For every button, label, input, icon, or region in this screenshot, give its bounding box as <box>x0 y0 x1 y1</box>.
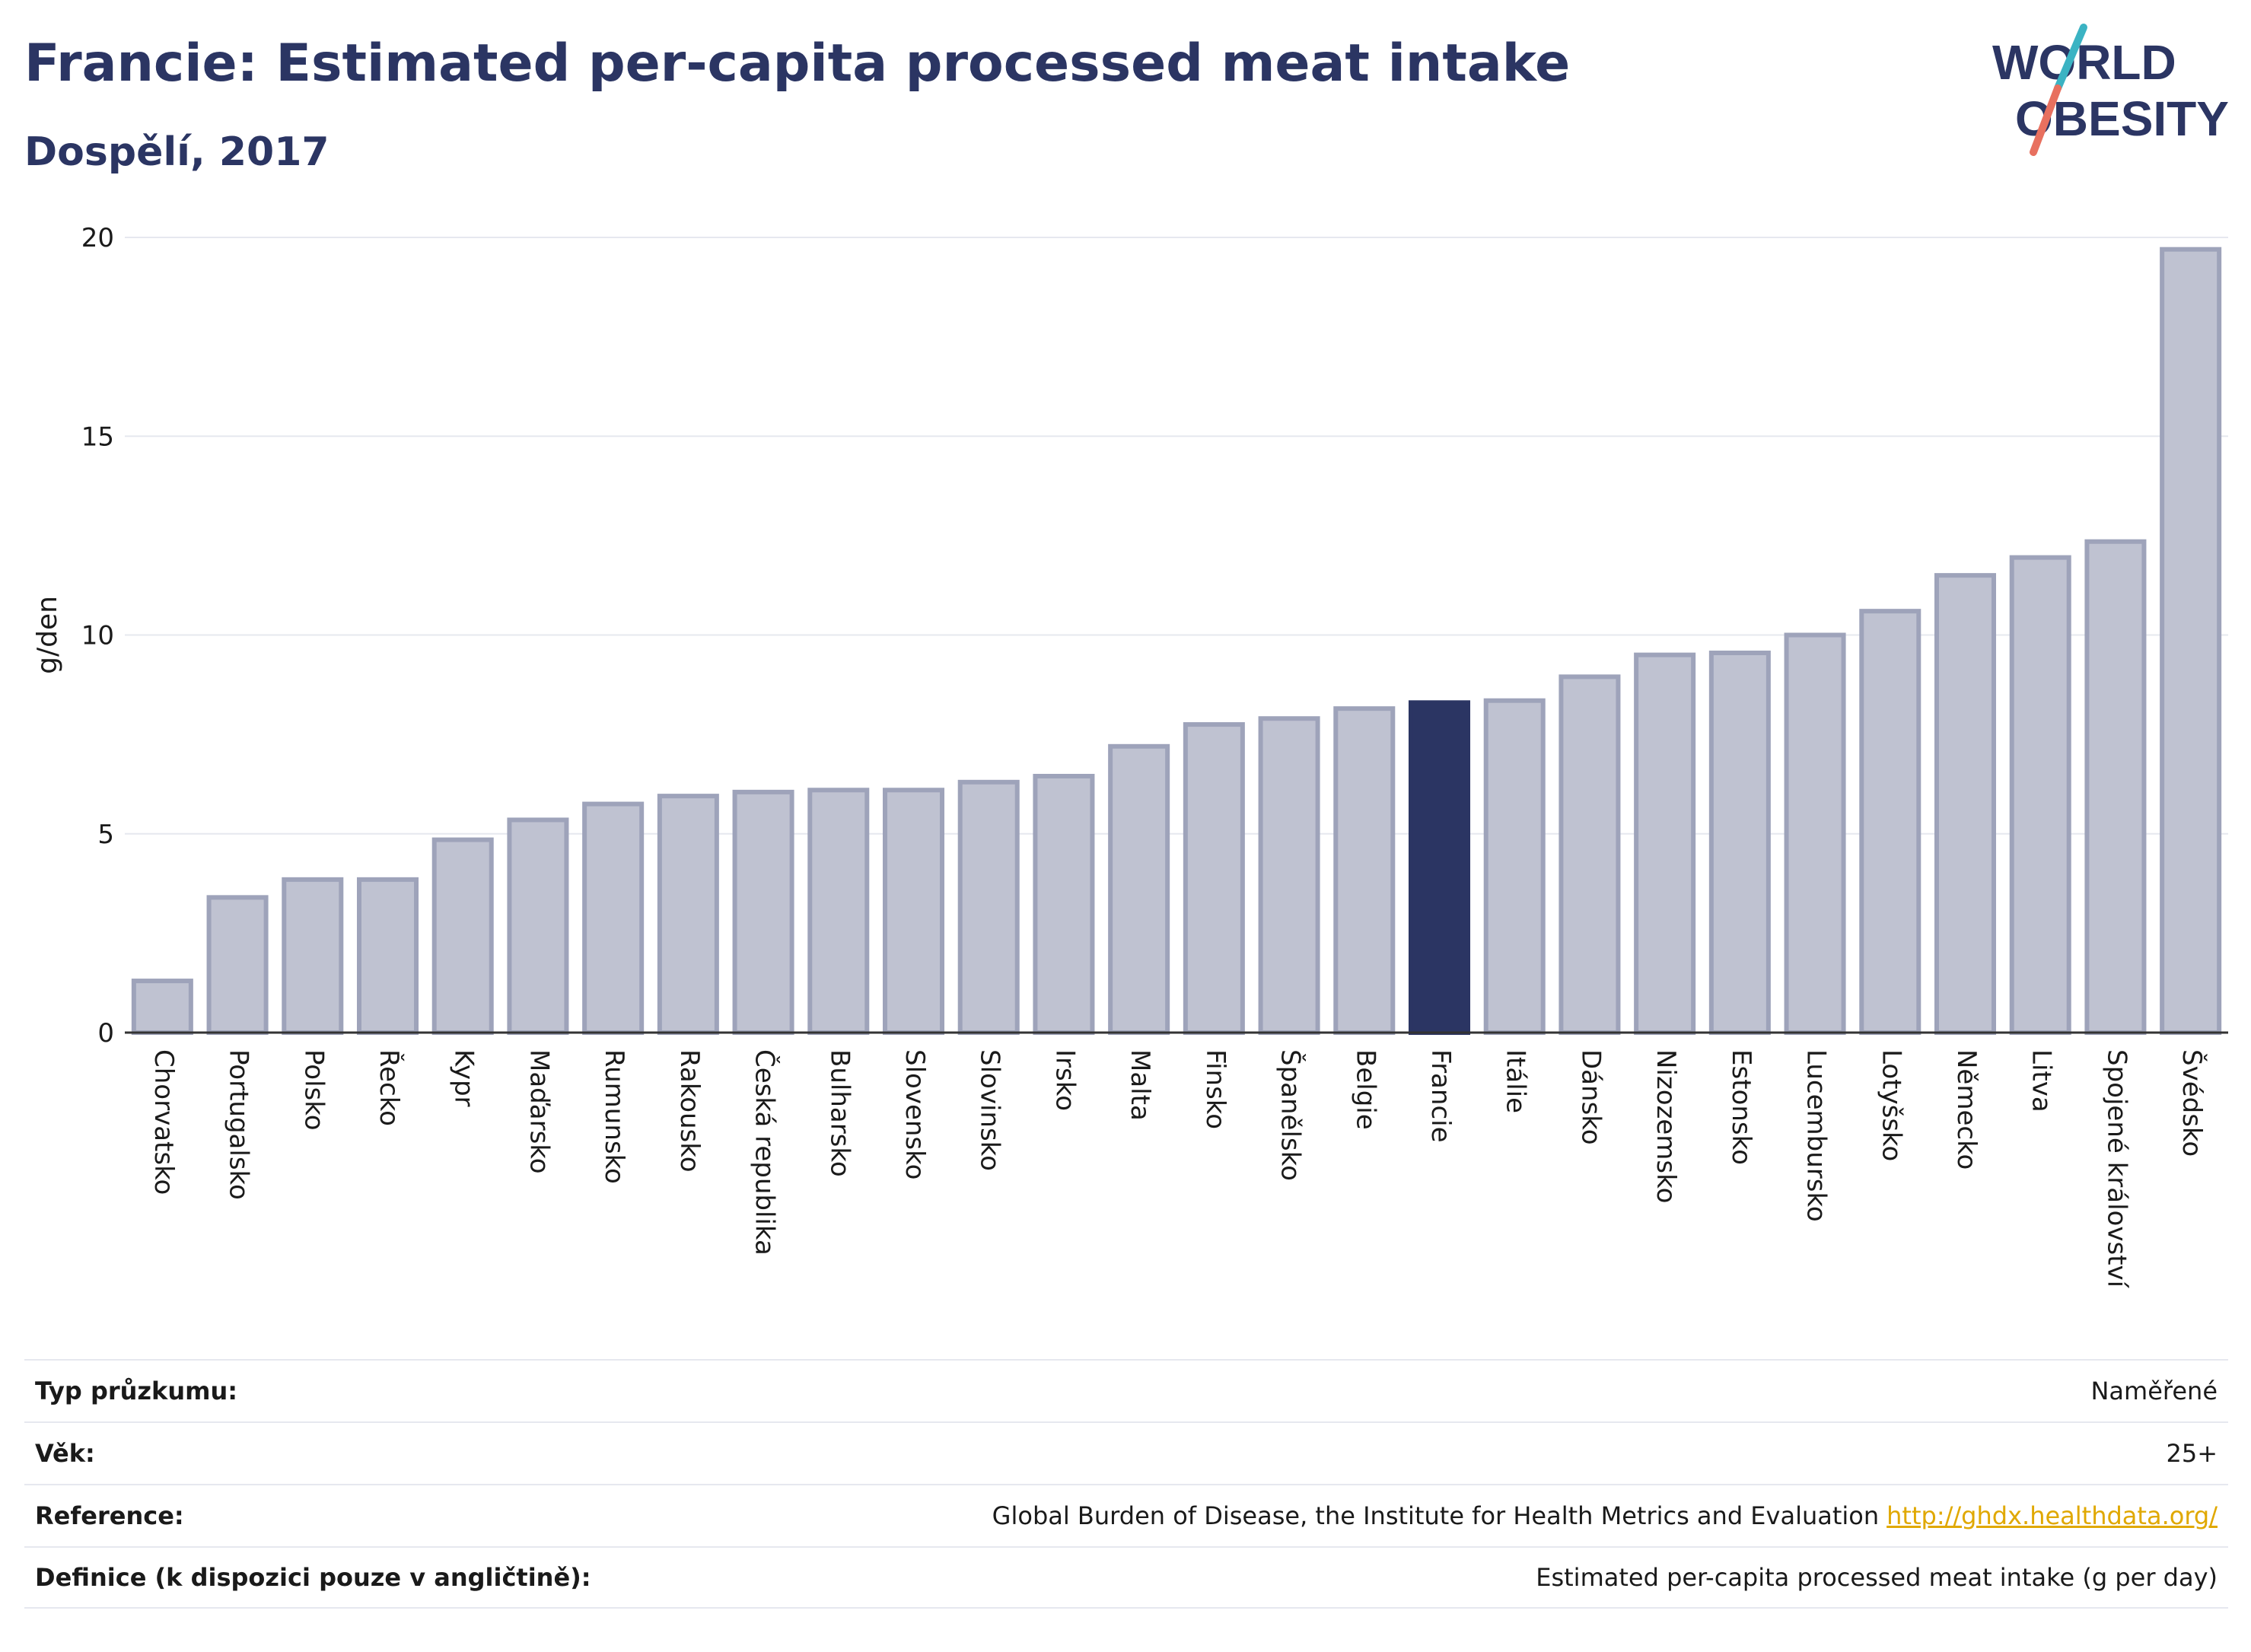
bar-rumunsko <box>582 801 645 1035</box>
info-label: Věk: <box>35 1439 95 1468</box>
logo-slash-teal <box>2054 24 2087 92</box>
info-row: Reference: Global Burden of Disease, the … <box>24 1484 2228 1546</box>
bar-bulharsko <box>807 788 870 1036</box>
bar-lotyšsko <box>1859 609 1921 1035</box>
x-tick-label: Itálie <box>1501 1049 1531 1113</box>
x-tick-label: Dánsko <box>1575 1049 1606 1145</box>
x-tick-label: Francie <box>1425 1049 1456 1143</box>
reference-link[interactable]: http://ghdx.healthdata.org/ <box>1886 1501 2218 1530</box>
x-tick-label: Malta <box>1125 1049 1155 1121</box>
x-tick-label: Řecko <box>374 1049 405 1126</box>
bar-chorvatsko <box>131 979 193 1035</box>
x-tick-label: Lotyšsko <box>1876 1049 1906 1161</box>
bar-portugalsko <box>206 895 269 1035</box>
x-tick-label: Španělsko <box>1275 1049 1307 1181</box>
y-tick-label: 5 <box>97 820 114 850</box>
info-value: Global Burden of Disease, the Institute … <box>992 1501 2218 1530</box>
info-value: 25+ <box>2166 1439 2218 1468</box>
x-tick-label: Irsko <box>1049 1049 1080 1111</box>
x-tick-label: Maďarsko <box>524 1049 554 1174</box>
x-tick-label: Belgie <box>1350 1049 1380 1130</box>
bar-španělsko <box>1258 716 1320 1035</box>
bar-německo <box>1934 573 1997 1035</box>
x-tick-label: Slovensko <box>899 1049 930 1179</box>
x-tick-label: Chorvatsko <box>148 1049 179 1195</box>
x-tick-label: Bulharsko <box>824 1049 855 1177</box>
bar-lucembursko <box>1784 632 1846 1035</box>
x-tick-label: Finsko <box>1200 1049 1231 1129</box>
info-value: Naměřené <box>2090 1377 2218 1405</box>
x-tick-label: Spojené království <box>2101 1049 2132 1289</box>
info-label: Definice (k dispozici pouze v angličtině… <box>35 1563 591 1592</box>
info-value-text: Global Burden of Disease, the Institute … <box>992 1501 1880 1530</box>
info-value: Estimated per-capita processed meat inta… <box>1536 1563 2218 1592</box>
label-layer: 0 5 10 15 20 g/den Chorvatsko Portugalsko Polsko… <box>32 223 2208 1289</box>
x-tick-label: Litva <box>2027 1049 2057 1112</box>
bar-švédsko <box>2160 247 2222 1035</box>
x-tick-label: Portugalsko <box>224 1049 254 1200</box>
world-obesity-logo: WORLD OBESITY <box>1992 24 2229 156</box>
info-value-text: 25+ <box>2166 1439 2218 1468</box>
y-tick-label: 10 <box>81 621 114 651</box>
bar-litva <box>2009 555 2071 1035</box>
x-tick-label: Polsko <box>298 1049 329 1131</box>
bar-slovinsko <box>957 779 1020 1035</box>
bar-francie <box>1408 700 1471 1035</box>
bar-chart: 0 5 10 15 20 g/den Chorvatsko Portugalsko Polsko… <box>32 223 2228 1289</box>
bar-itálie <box>1483 698 1546 1036</box>
info-row: Věk: 25+ <box>24 1421 2228 1484</box>
bar-irsko <box>1033 773 1095 1035</box>
x-tick-label: Německo <box>1951 1049 1982 1170</box>
bar-belgie <box>1333 706 1396 1035</box>
bar-spojené-království <box>2084 539 2147 1035</box>
bar-slovensko <box>882 788 945 1036</box>
bar-layer <box>131 247 2222 1036</box>
x-tick-label: Nizozemsko <box>1651 1049 1681 1203</box>
x-tick-label: Estonsko <box>1726 1049 1756 1165</box>
info-row: Definice (k dispozici pouze v angličtině… <box>24 1546 2228 1609</box>
x-tick-label: Lucembursko <box>1801 1049 1832 1222</box>
x-tick-label: Česká republika <box>750 1049 781 1256</box>
x-tick-label: Rakousko <box>674 1049 705 1173</box>
bar-řecko <box>356 877 419 1036</box>
chart-title: Francie: Estimated per-capita processed … <box>24 33 1571 94</box>
x-tick-label: Rumunsko <box>599 1049 629 1184</box>
x-tick-label: Kypr <box>449 1049 479 1107</box>
bar-nizozemsko <box>1634 652 1696 1035</box>
bar-dánsko <box>1559 674 1621 1035</box>
info-label: Typ průzkumu: <box>35 1377 238 1405</box>
info-label: Reference: <box>35 1501 184 1530</box>
info-row: Typ průzkumu: Naměřené <box>24 1359 2228 1421</box>
y-tick-label: 0 <box>97 1018 114 1049</box>
logo-line1: WORLD <box>1992 35 2176 90</box>
bar-estonsko <box>1708 651 1771 1035</box>
bar-kypr <box>431 837 494 1036</box>
bar-česká-republika <box>732 789 794 1035</box>
info-value-text: Naměřené <box>2090 1377 2218 1405</box>
info-value-text: Estimated per-capita processed meat inta… <box>1536 1563 2218 1592</box>
y-axis-label: g/den <box>32 596 63 674</box>
bar-maďarsko <box>507 817 569 1036</box>
bar-polsko <box>282 877 344 1036</box>
bar-rakousko <box>657 794 719 1036</box>
bar-malta <box>1108 743 1170 1035</box>
x-tick-label: Slovinsko <box>975 1049 1005 1171</box>
logo-slash-coral <box>2030 84 2062 156</box>
y-tick-label: 15 <box>81 422 114 452</box>
info-table: Typ průzkumu: Naměřené Věk: 25+ Reference: Gl… <box>24 1359 2228 1609</box>
x-tick-label: Švédsko <box>2176 1049 2208 1157</box>
bar-finsko <box>1183 722 1245 1035</box>
y-tick-label: 20 <box>81 223 114 253</box>
chart-subtitle: Dospělí, 2017 <box>24 129 330 175</box>
